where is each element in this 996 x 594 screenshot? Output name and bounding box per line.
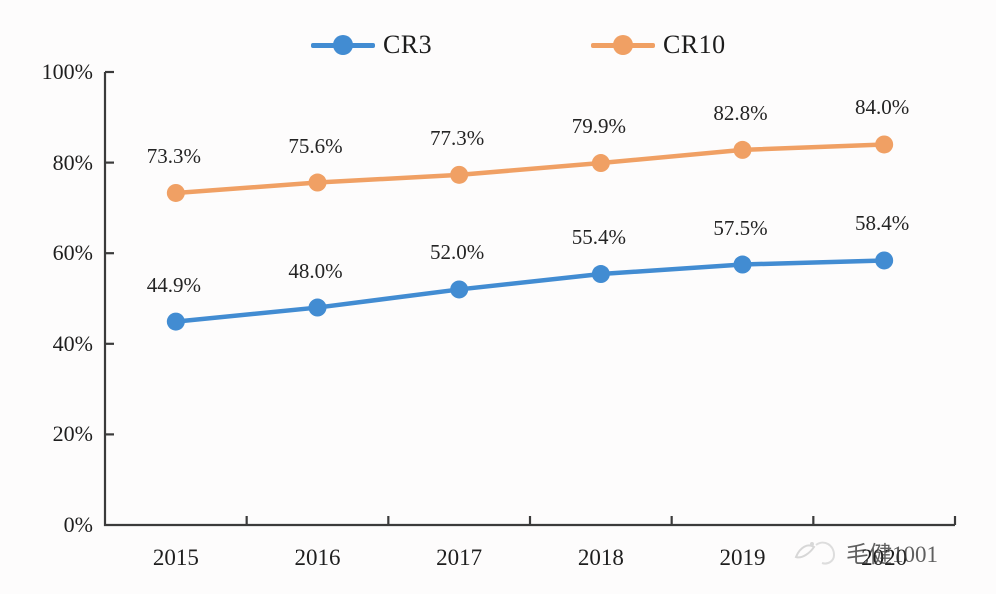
- data-label-cr10-2019: 82.8%: [713, 100, 768, 125]
- marker-cr3-2017: [450, 280, 469, 299]
- marker-cr10-2018: [591, 154, 610, 173]
- data-label-cr3-2018: 55.4%: [571, 225, 626, 250]
- legend-item-cr3: CR3: [311, 24, 432, 66]
- data-label-cr10-2017: 77.3%: [430, 125, 485, 150]
- marker-cr3-2020: [875, 251, 894, 270]
- y-tick-label: 100%: [41, 59, 93, 84]
- marker-cr10-2017: [450, 165, 469, 184]
- data-label-cr10-2016: 75.6%: [288, 133, 343, 158]
- data-label-cr3-2020: 58.4%: [855, 211, 910, 236]
- marker-cr3-2018: [591, 265, 610, 284]
- x-tick-label: 2018: [577, 545, 624, 570]
- marker-cr3-2015: [166, 312, 185, 331]
- x-tick-label: 2016: [294, 545, 341, 570]
- data-label-cr3-2015: 44.9%: [146, 272, 201, 297]
- series-line-cr10: [173, 142, 887, 196]
- marker-cr10-2020: [875, 135, 894, 154]
- data-label-cr10-2018: 79.9%: [571, 114, 626, 139]
- legend-label-cr3: CR3: [383, 30, 433, 59]
- marker-cr10-2015: [166, 183, 185, 202]
- y-tick-label: 60%: [52, 240, 93, 266]
- data-label-cr10-2020: 84.0%: [855, 95, 910, 120]
- legend-item-cr10: CR10: [591, 24, 726, 66]
- data-label-cr3-2019: 57.5%: [713, 215, 768, 240]
- legend: CR3 CR10: [0, 24, 996, 66]
- marker-cr3-2019: [733, 255, 752, 274]
- marker-cr3-2016: [308, 298, 327, 317]
- y-tick-label: 0%: [63, 512, 93, 537]
- marker-cr10-2019: [733, 140, 752, 159]
- x-tick-label: 2015: [152, 545, 199, 570]
- x-tick-label: 2017: [436, 545, 483, 570]
- axis-lines: [103, 72, 955, 527]
- cr10-legend-marker-icon: [591, 34, 655, 56]
- data-label-cr10-2015: 73.3%: [146, 143, 201, 168]
- x-tick-label: 2020: [861, 545, 908, 570]
- cr10-legend-dot: [613, 35, 633, 55]
- cr3-legend-dot: [333, 35, 353, 55]
- data-label-cr3-2017: 52.0%: [430, 240, 485, 265]
- y-tick-label: 20%: [52, 421, 93, 447]
- legend-label-cr10: CR10: [663, 30, 726, 59]
- x-tick-label: 2019: [719, 545, 766, 570]
- data-label-cr3-2016: 48.0%: [288, 258, 343, 283]
- y-tick-label: 80%: [52, 149, 93, 175]
- y-tick-label: 40%: [52, 330, 93, 356]
- series-line-cr3: [173, 258, 887, 324]
- marker-cr10-2016: [308, 173, 327, 192]
- cr3-legend-marker-icon: [311, 34, 375, 56]
